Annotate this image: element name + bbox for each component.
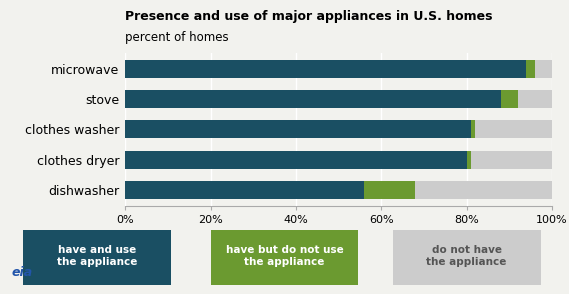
Bar [125, 181, 364, 199]
Bar [535, 60, 552, 78]
Bar [415, 181, 552, 199]
Text: have and use
the appliance: have and use the appliance [56, 245, 137, 267]
Bar [364, 181, 415, 199]
Bar [526, 60, 535, 78]
Bar [471, 151, 552, 169]
Bar [125, 90, 501, 108]
Text: do not have
the appliance: do not have the appliance [426, 245, 507, 267]
Text: percent of homes: percent of homes [125, 31, 229, 44]
Bar [125, 120, 471, 138]
Text: eia: eia [11, 266, 32, 279]
Bar [471, 120, 475, 138]
Bar [125, 151, 467, 169]
Bar [125, 60, 526, 78]
Text: Presence and use of major appliances in U.S. homes: Presence and use of major appliances in … [125, 10, 493, 23]
Bar [467, 151, 471, 169]
FancyBboxPatch shape [393, 230, 541, 285]
Text: have but do not use
the appliance: have but do not use the appliance [226, 245, 343, 267]
FancyBboxPatch shape [23, 230, 171, 285]
Bar [475, 120, 552, 138]
Bar [501, 90, 518, 108]
FancyBboxPatch shape [211, 230, 358, 285]
Bar [518, 90, 552, 108]
